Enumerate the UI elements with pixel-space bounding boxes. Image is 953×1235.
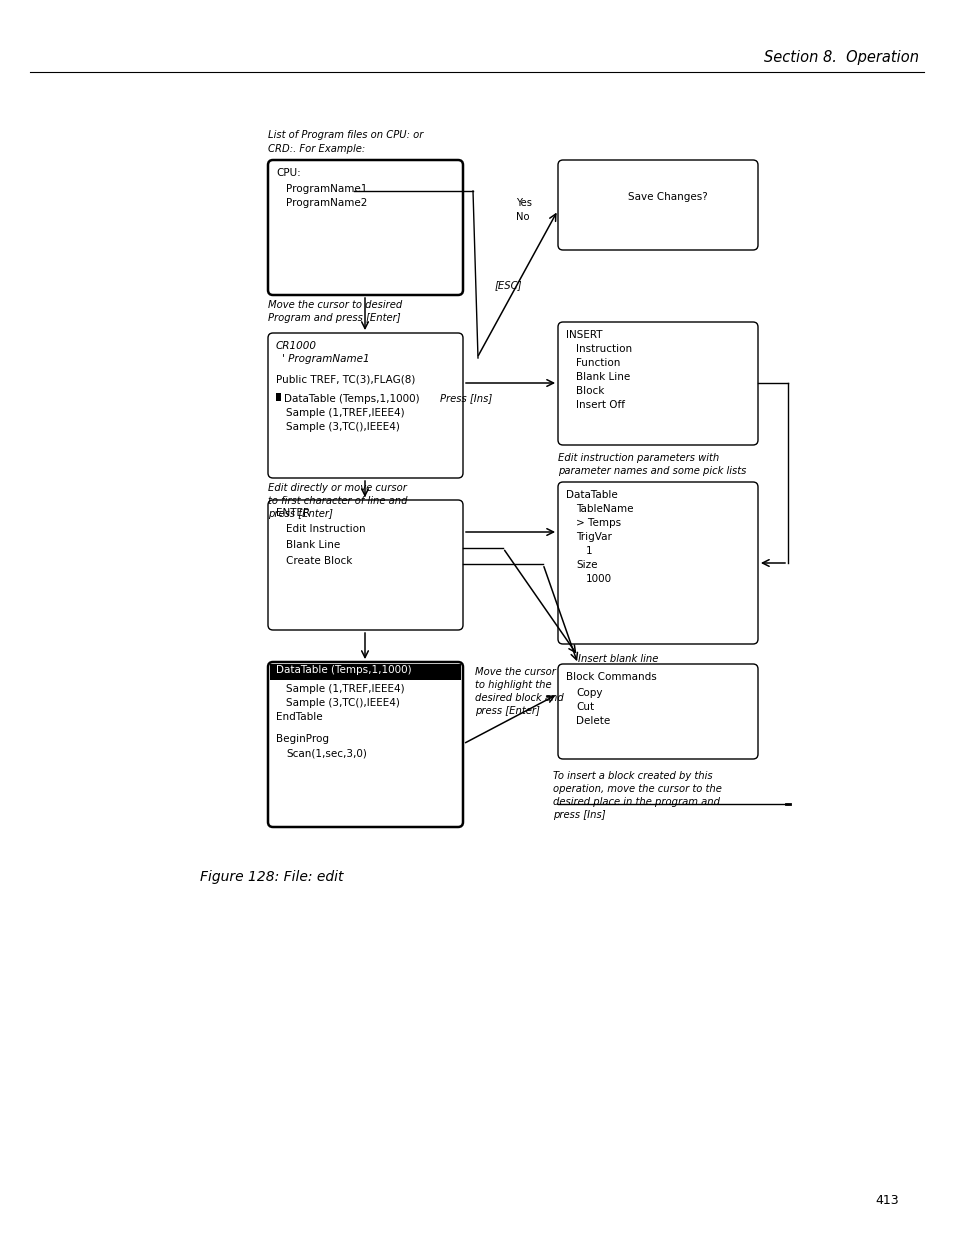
Text: Edit Instruction: Edit Instruction [286, 524, 365, 534]
Text: Copy: Copy [576, 688, 602, 698]
Text: to highlight the: to highlight the [475, 680, 551, 690]
Text: Program and press [Enter]: Program and press [Enter] [268, 312, 400, 324]
Text: Sample (1,TREF,IEEE4): Sample (1,TREF,IEEE4) [286, 408, 404, 417]
Text: 1: 1 [585, 546, 592, 556]
FancyBboxPatch shape [558, 664, 758, 760]
Text: operation, move the cursor to the: operation, move the cursor to the [553, 784, 721, 794]
Text: [ESC]: [ESC] [495, 280, 522, 290]
Text: Sample (3,TC(),IEEE4): Sample (3,TC(),IEEE4) [286, 698, 399, 708]
FancyBboxPatch shape [268, 500, 462, 630]
Text: Save Changes?: Save Changes? [627, 191, 707, 203]
Text: DataTable: DataTable [565, 490, 618, 500]
Text: Sample (3,TC(),IEEE4): Sample (3,TC(),IEEE4) [286, 422, 399, 432]
Text: 1000: 1000 [585, 574, 612, 584]
Text: Create Block: Create Block [286, 556, 352, 566]
Text: press [Ins]: press [Ins] [553, 810, 605, 820]
Text: TableName: TableName [576, 504, 633, 514]
Text: Blank Line: Blank Line [576, 372, 630, 382]
Text: Section 8.  Operation: Section 8. Operation [763, 49, 918, 65]
Text: desired place in the program and: desired place in the program and [553, 797, 720, 806]
Text: Edit directly or move cursor: Edit directly or move cursor [268, 483, 406, 493]
Text: 413: 413 [875, 1194, 898, 1207]
Text: Delete: Delete [576, 716, 610, 726]
Text: BeginProg: BeginProg [275, 734, 329, 743]
Text: ProgramName1: ProgramName1 [286, 184, 367, 194]
Text: ENTER: ENTER [275, 508, 310, 517]
FancyBboxPatch shape [558, 161, 758, 249]
FancyBboxPatch shape [268, 662, 462, 827]
Text: Block Commands: Block Commands [565, 672, 656, 682]
Text: press [Enter]: press [Enter] [475, 706, 539, 716]
Text: Press [Ins]: Press [Ins] [439, 393, 492, 403]
Text: Move the cursor to desired: Move the cursor to desired [268, 300, 402, 310]
Text: Move the cursor: Move the cursor [475, 667, 556, 677]
Text: Public TREF, TC(3),FLAG(8): Public TREF, TC(3),FLAG(8) [275, 374, 415, 384]
Text: Edit instruction parameters with: Edit instruction parameters with [558, 453, 719, 463]
Text: TrigVar: TrigVar [576, 532, 611, 542]
Text: parameter names and some pick lists: parameter names and some pick lists [558, 466, 745, 475]
Text: > Temps: > Temps [576, 517, 620, 529]
Text: Insert blank line: Insert blank line [578, 655, 658, 664]
Text: CRD:. For Example:: CRD:. For Example: [268, 144, 365, 154]
Text: No: No [516, 212, 529, 222]
Text: Figure 128: File: edit: Figure 128: File: edit [200, 869, 343, 884]
Text: Yes: Yes [516, 198, 532, 207]
Text: Insert Off: Insert Off [576, 400, 624, 410]
Text: To insert a block created by this: To insert a block created by this [553, 771, 712, 781]
Text: to first character of line and: to first character of line and [268, 496, 407, 506]
Text: Instruction: Instruction [576, 345, 632, 354]
Text: ProgramName2: ProgramName2 [286, 198, 367, 207]
Text: EndTable: EndTable [275, 713, 322, 722]
Text: ' ProgramName1: ' ProgramName1 [282, 354, 369, 364]
Text: Size: Size [576, 559, 597, 571]
Text: CR1000: CR1000 [275, 341, 316, 351]
FancyBboxPatch shape [268, 161, 462, 295]
Text: INSERT: INSERT [565, 330, 602, 340]
Text: Cut: Cut [576, 701, 594, 713]
Text: press [Enter]: press [Enter] [268, 509, 333, 519]
Text: Block: Block [576, 387, 604, 396]
FancyBboxPatch shape [268, 333, 462, 478]
Text: Blank Line: Blank Line [286, 540, 340, 550]
Text: Sample (1,TREF,IEEE4): Sample (1,TREF,IEEE4) [286, 684, 404, 694]
Text: CPU:: CPU: [275, 168, 300, 178]
Text: List of Program files on CPU: or: List of Program files on CPU: or [268, 130, 423, 140]
Bar [275, 393, 281, 401]
Text: DataTable (Temps,1,1000): DataTable (Temps,1,1000) [275, 664, 411, 676]
Text: DataTable (Temps,1,1000): DataTable (Temps,1,1000) [284, 394, 419, 404]
Text: Function: Function [576, 358, 619, 368]
Text: Scan(1,sec,3,0): Scan(1,sec,3,0) [286, 748, 367, 758]
Text: desired block and: desired block and [475, 693, 563, 703]
Bar [270, 664, 460, 680]
FancyBboxPatch shape [558, 322, 758, 445]
FancyBboxPatch shape [558, 482, 758, 643]
